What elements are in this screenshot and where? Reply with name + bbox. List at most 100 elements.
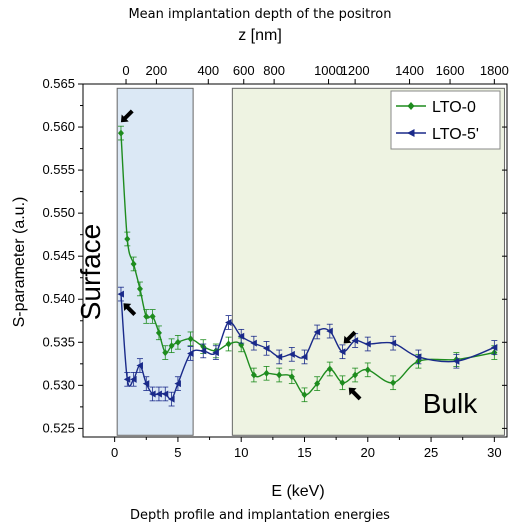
marker-diamond bbox=[225, 340, 232, 348]
data-point bbox=[155, 386, 162, 402]
legend-marker bbox=[407, 129, 415, 137]
data-point bbox=[339, 375, 346, 391]
legend-box bbox=[390, 90, 501, 150]
legend-label: LTO-5' bbox=[432, 126, 479, 143]
data-point bbox=[364, 336, 371, 352]
data-point bbox=[300, 349, 308, 365]
marker-diamond bbox=[352, 371, 359, 379]
data-point bbox=[250, 335, 257, 351]
data-point bbox=[187, 331, 194, 347]
x-tick-label: 25 bbox=[424, 445, 438, 460]
marker-diamond bbox=[288, 373, 295, 381]
top-tick-label: 600 bbox=[233, 63, 255, 78]
data-point bbox=[225, 336, 232, 352]
marker-triangle bbox=[199, 347, 207, 355]
arrow-annotations bbox=[120, 109, 362, 401]
data-point bbox=[124, 231, 131, 247]
surface-region-label: Surface bbox=[75, 224, 106, 321]
x-tick-label: 0 bbox=[111, 445, 118, 460]
data-point bbox=[155, 325, 162, 341]
marker-triangle bbox=[149, 390, 156, 398]
arrow-annotation bbox=[343, 330, 357, 344]
y-axis: 0.525 0.530 0.535 0.540 0.545 0.550 0.555 0.560… bbox=[42, 76, 507, 435]
marker-diamond bbox=[130, 260, 137, 268]
legend-item: LTO-0 bbox=[396, 99, 476, 116]
x-tick-label: 30 bbox=[487, 445, 501, 460]
marker-triangle bbox=[452, 357, 460, 365]
data-point bbox=[149, 309, 156, 324]
marker-diamond bbox=[162, 349, 169, 357]
y-tick-label: 0.545 bbox=[42, 248, 75, 263]
marker-triangle bbox=[225, 318, 232, 326]
marker-triangle bbox=[364, 340, 371, 348]
data-point bbox=[130, 256, 137, 272]
data-point bbox=[250, 367, 257, 383]
y-tick-label: 0.550 bbox=[42, 205, 75, 220]
marker-triangle bbox=[212, 349, 219, 357]
top-tick-label: 1000 bbox=[314, 63, 343, 78]
marker-diamond bbox=[326, 365, 333, 373]
legend: LTO-0 LTO-5' bbox=[390, 90, 501, 150]
data-point bbox=[313, 324, 321, 340]
arrow-shape bbox=[348, 387, 362, 401]
data-point bbox=[352, 367, 359, 383]
data-point bbox=[136, 358, 143, 373]
marker-triangle bbox=[326, 327, 333, 335]
marker-triangle bbox=[414, 353, 422, 361]
data-point bbox=[142, 376, 150, 391]
bottom-caption: Depth profile and implantation energies bbox=[130, 508, 390, 523]
y-tick-label: 0.560 bbox=[42, 119, 75, 134]
data-point bbox=[225, 315, 232, 330]
y-tick-label: 0.565 bbox=[42, 76, 75, 91]
y-tick-label: 0.530 bbox=[42, 377, 75, 392]
arrow-shape bbox=[123, 303, 137, 316]
data-point bbox=[174, 335, 181, 350]
marker-triangle bbox=[263, 344, 270, 352]
y-tick-label: 0.535 bbox=[42, 334, 75, 349]
marker-diamond bbox=[174, 338, 181, 346]
x-tick-label: 5 bbox=[174, 445, 181, 460]
x-tick-label: 20 bbox=[361, 445, 375, 460]
marker-triangle bbox=[490, 343, 498, 351]
marker-diamond bbox=[301, 391, 308, 399]
data-point bbox=[168, 338, 175, 354]
marker-diamond bbox=[187, 335, 194, 343]
data-point bbox=[389, 335, 397, 351]
marker-diamond bbox=[390, 379, 397, 387]
data-point bbox=[136, 281, 143, 297]
arrow-shape bbox=[343, 330, 357, 344]
marker-diamond bbox=[117, 129, 124, 137]
legend-item: LTO-5' bbox=[396, 126, 479, 143]
top-tick-label: 1600 bbox=[436, 63, 465, 78]
y-tick-label: 0.525 bbox=[42, 420, 75, 435]
marker-triangle bbox=[187, 349, 194, 357]
y-tick-label: 0.555 bbox=[42, 162, 75, 177]
top-tick-label: 0 bbox=[122, 63, 129, 78]
marker-triangle bbox=[313, 328, 321, 336]
top-tick-label: 1200 bbox=[341, 63, 370, 78]
data-point bbox=[117, 125, 124, 141]
x-tick-label: 15 bbox=[297, 445, 311, 460]
data-point bbox=[263, 365, 270, 381]
marker-diamond bbox=[155, 329, 162, 337]
data-point bbox=[123, 372, 131, 387]
data-point bbox=[301, 387, 308, 403]
data-point bbox=[168, 391, 175, 407]
marker-diamond bbox=[276, 371, 283, 379]
marker-triangle bbox=[142, 380, 150, 388]
marker-triangle bbox=[155, 390, 162, 398]
marker-diamond bbox=[364, 366, 371, 374]
marker-triangle bbox=[168, 395, 175, 403]
marker-triangle bbox=[130, 375, 137, 383]
marker-diamond bbox=[136, 285, 143, 293]
top-tick-label: 200 bbox=[146, 63, 168, 78]
plot-frame bbox=[82, 83, 508, 438]
marker-triangle bbox=[250, 339, 257, 347]
data-point bbox=[390, 375, 397, 391]
data-point bbox=[364, 362, 371, 378]
marker-triangle bbox=[123, 375, 131, 383]
marker-diamond bbox=[149, 312, 156, 320]
data-point bbox=[162, 345, 169, 360]
